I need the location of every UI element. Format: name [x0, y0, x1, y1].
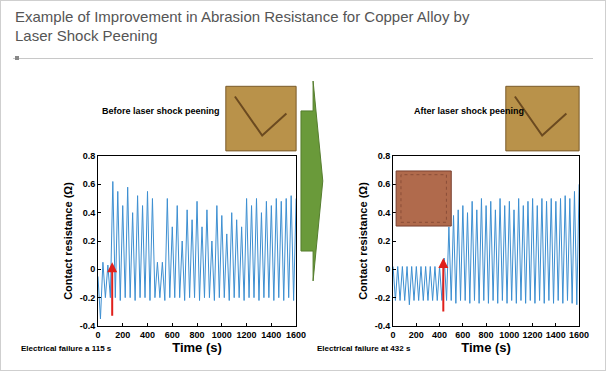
- svg-text:-0.2: -0.2: [375, 293, 391, 303]
- svg-text:After laser shock peening: After laser shock peening: [414, 106, 524, 116]
- svg-text:1200: 1200: [523, 330, 543, 340]
- svg-text:200: 200: [115, 330, 130, 340]
- svg-text:-0.4: -0.4: [375, 321, 391, 331]
- html-text:Example of Improvement in Abra: Example of Improvement in Abrasion Resis…: [15, 8, 470, 25]
- svg-text:-0.2: -0.2: [80, 293, 96, 303]
- svg-text:Electrical failure at 432 s: Electrical failure at 432 s: [317, 344, 411, 353]
- svg-text:Before laser shock peening: Before laser shock peening: [102, 106, 220, 116]
- svg-text:1000: 1000: [212, 330, 232, 340]
- svg-text:0: 0: [90, 264, 95, 274]
- svg-text:800: 800: [190, 330, 205, 340]
- svg-text:0.8: 0.8: [378, 151, 391, 161]
- svg-text:800: 800: [479, 330, 494, 340]
- svg-text:0.8: 0.8: [83, 151, 96, 161]
- svg-text:1600: 1600: [569, 330, 589, 340]
- svg-text:0.6: 0.6: [83, 179, 96, 189]
- svg-text:1400: 1400: [261, 330, 281, 340]
- svg-text:600: 600: [455, 330, 470, 340]
- svg-text:0.2: 0.2: [378, 236, 391, 246]
- svg-text:600: 600: [165, 330, 180, 340]
- svg-text:0.4: 0.4: [378, 208, 391, 218]
- svg-text:200: 200: [409, 330, 424, 340]
- svg-text:1000: 1000: [499, 330, 519, 340]
- svg-text:0: 0: [95, 330, 100, 340]
- svg-text:400: 400: [432, 330, 447, 340]
- svg-text:1200: 1200: [237, 330, 257, 340]
- html-text:Laser Shock Peening: Laser Shock Peening: [15, 27, 158, 44]
- svg-text:0.4: 0.4: [83, 208, 96, 218]
- svg-text:-0.4: -0.4: [80, 321, 96, 331]
- svg-text:Electrical failure a 115 s: Electrical failure a 115 s: [21, 344, 112, 353]
- svg-text:Contact resistance (Ω): Contact resistance (Ω): [62, 182, 74, 300]
- svg-text:1400: 1400: [546, 330, 566, 340]
- svg-text:0: 0: [385, 264, 390, 274]
- svg-text:0.6: 0.6: [378, 179, 391, 189]
- svg-text:400: 400: [140, 330, 155, 340]
- svg-text:0.2: 0.2: [83, 236, 96, 246]
- svg-text:Time (s): Time (s): [172, 340, 222, 355]
- svg-text:0: 0: [391, 330, 396, 340]
- svg-text:1600: 1600: [286, 330, 306, 340]
- svg-text:Contact resistance (Ω): Contact resistance (Ω): [357, 182, 369, 300]
- svg-text:Time (s): Time (s): [461, 340, 511, 355]
